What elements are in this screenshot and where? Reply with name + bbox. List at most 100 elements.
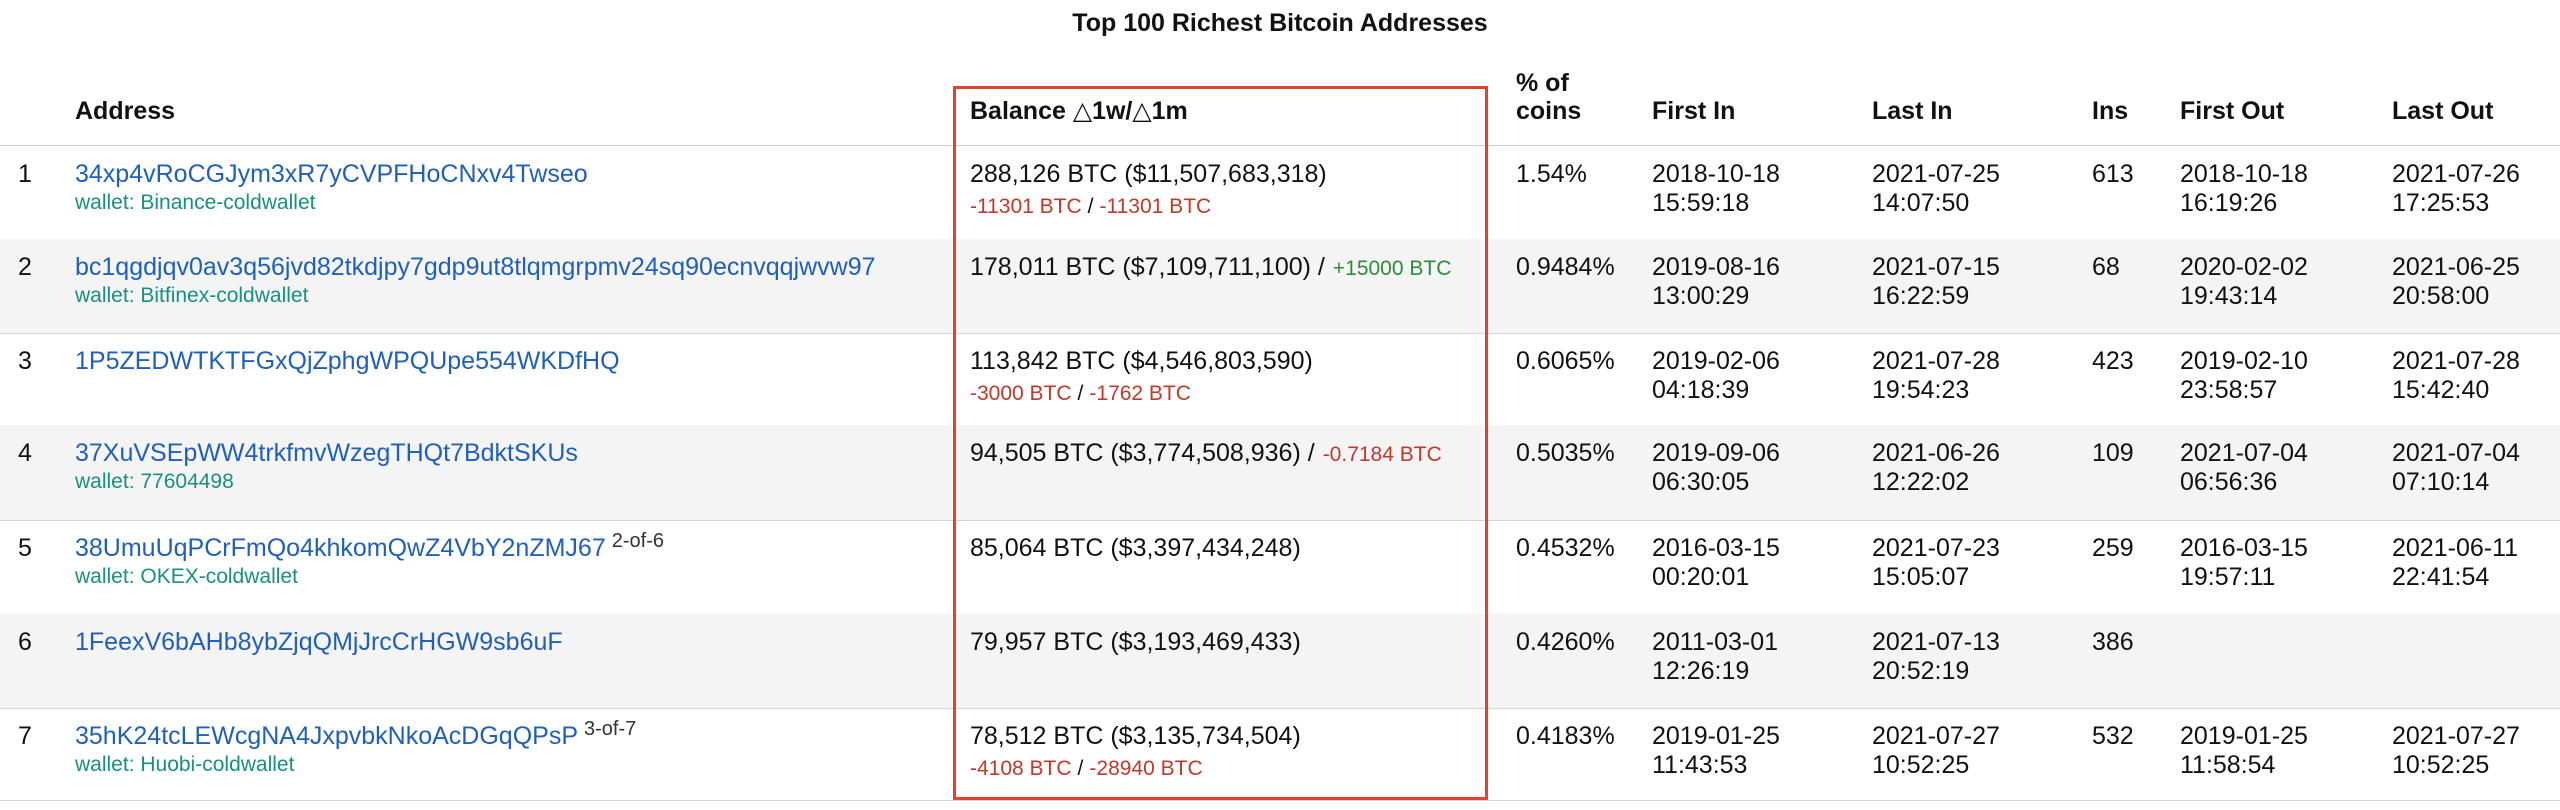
address-link[interactable]: 1P5ZEDWTKTFGxQjZphgWPQUpe554WKDfHQ <box>75 347 620 375</box>
first-out-date: 2019-02-10 <box>2180 347 2308 375</box>
balance-delta: -0.7184 BTC <box>1322 443 1442 466</box>
header-last-out: Last Out <box>2392 97 2494 125</box>
address-link[interactable]: 38UmuUqPCrFmQo4khkomQwZ4VbY2nZMJ67 <box>75 534 606 562</box>
first-in-time: 12:26:19 <box>1652 657 1750 685</box>
balance-deltas: -4108 BTC / -28940 BTC <box>970 752 1203 784</box>
multisig-label: 2-of-6 <box>611 530 664 552</box>
address-link[interactable]: 37XuVSEpWW4trkfmvWzegTHQt7BdktSKUs <box>75 439 578 467</box>
pct-of-coins: 0.4183% <box>1516 722 1615 750</box>
address-cell: 37XuVSEpWW4trkfmvWzegTHQt7BdktSKUs <box>75 438 578 469</box>
delta-week: -4108 BTC <box>970 757 1072 780</box>
wallet-link[interactable]: wallet: OKEX-coldwallet <box>75 565 298 588</box>
delta-separator: / <box>1087 195 1094 218</box>
balance-cell: 178,011 BTC ($7,109,711,100) / +15000 BTC <box>970 252 1451 284</box>
pct-of-coins: 1.54% <box>1516 160 1587 188</box>
ins-count: 109 <box>2092 439 2134 467</box>
row-rank: 3 <box>18 347 32 375</box>
last-out-time: 17:25:53 <box>2392 189 2490 217</box>
first-in-time: 06:30:05 <box>1652 468 1750 496</box>
balance-value: 288,126 BTC ($11,507,683,318) <box>970 160 1327 188</box>
last-out-time: 15:42:40 <box>2392 376 2490 404</box>
wallet-link[interactable]: wallet: Binance-coldwallet <box>75 191 316 214</box>
first-out-date: 2019-01-25 <box>2180 722 2308 750</box>
address-link[interactable]: bc1qgdjqv0av3q56jvd82tkdjpy7gdp9ut8tlqmg… <box>75 253 876 281</box>
delta-month: -1762 BTC <box>1089 382 1191 405</box>
last-in-date: 2021-07-23 <box>1872 534 2000 562</box>
address-link[interactable]: 35hK24tcLEWcgNA4JxpvbkNkoAcDGqQPsP <box>75 722 578 750</box>
balance-value: 113,842 BTC ($4,546,803,590) <box>970 347 1313 375</box>
table-row: 6 1FeexV6bAHb8ybZjqQMjJrcCrHGW9sb6uF 79,95… <box>0 614 2560 709</box>
header-ins: Ins <box>2092 97 2129 125</box>
table-row: 4 37XuVSEpWW4trkfmvWzegTHQt7BdktSKUs walle… <box>0 425 2560 521</box>
last-in-time: 20:52:19 <box>1872 657 1970 685</box>
delta-week: -11301 BTC <box>970 195 1082 218</box>
address-cell: 34xp4vRoCGJym3xR7yCVPFHoCNxv4Twseo <box>75 159 588 190</box>
page-title: Top 100 Richest Bitcoin Addresses <box>1072 9 1488 37</box>
address-cell: 1P5ZEDWTKTFGxQjZphgWPQUpe554WKDfHQ <box>75 346 620 377</box>
last-out-date: 2021-06-11 <box>2392 534 2519 562</box>
wallet-link[interactable]: wallet: 77604498 <box>75 470 234 493</box>
ins-count: 68 <box>2092 253 2120 281</box>
pct-of-coins: 0.6065% <box>1516 347 1615 375</box>
address-link[interactable]: 1FeexV6bAHb8ybZjqQMjJrcCrHGW9sb6uF <box>75 628 563 656</box>
ins-count: 532 <box>2092 722 2134 750</box>
wallet-link[interactable]: wallet: Huobi-coldwallet <box>75 753 295 776</box>
header-balance: Balance △1w/△1m <box>970 97 1188 125</box>
address-cell: 38UmuUqPCrFmQo4khkomQwZ4VbY2nZMJ67 2-of-6 <box>75 530 664 566</box>
balance-cell: 288,126 BTC ($11,507,683,318) <box>970 159 1327 190</box>
row-rank: 1 <box>18 160 32 188</box>
first-out-date: 2018-10-18 <box>2180 160 2308 188</box>
first-out-time: 19:57:11 <box>2180 563 2276 591</box>
row-rank: 4 <box>18 439 32 467</box>
address-link[interactable]: 34xp4vRoCGJym3xR7yCVPFHoCNxv4Twseo <box>75 160 588 188</box>
balance-value: 178,011 BTC ($7,109,711,100) / <box>970 253 1325 281</box>
first-in-time: 11:43:53 <box>1652 751 1748 779</box>
delta-separator: / <box>1077 757 1084 780</box>
table-row: 1 34xp4vRoCGJym3xR7yCVPFHoCNxv4Twseo walle… <box>0 146 2560 240</box>
first-in-time: 00:20:01 <box>1652 563 1750 591</box>
first-in-date: 2019-08-16 <box>1652 253 1780 281</box>
last-out-date: 2021-07-28 <box>2392 347 2520 375</box>
last-in-time: 15:05:07 <box>1872 563 1970 591</box>
delta-month: -11301 BTC <box>1099 195 1212 218</box>
last-out-time: 07:10:14 <box>2392 468 2490 496</box>
last-in-time: 10:52:25 <box>1872 751 1970 779</box>
balance-cell: 78,512 BTC ($3,135,734,504) <box>970 721 1301 752</box>
header-pct-line2: coins <box>1516 97 1582 125</box>
ins-count: 259 <box>2092 534 2134 562</box>
balance-cell: 113,842 BTC ($4,546,803,590) <box>970 346 1313 377</box>
first-in-time: 15:59:18 <box>1652 189 1750 217</box>
last-in-date: 2021-07-25 <box>1872 160 2000 188</box>
first-in-date: 2019-02-06 <box>1652 347 1780 375</box>
pct-of-coins: 0.4532% <box>1516 534 1615 562</box>
first-in-time: 13:00:29 <box>1652 282 1750 310</box>
table-row: 5 38UmuUqPCrFmQo4khkomQwZ4VbY2nZMJ67 2-of-… <box>0 520 2560 615</box>
row-rank: 2 <box>18 253 32 281</box>
header-address: Address <box>75 97 176 125</box>
first-out-time: 06:56:36 <box>2180 468 2278 496</box>
last-in-date: 2021-06-26 <box>1872 439 2000 467</box>
first-out-time: 23:58:57 <box>2180 376 2278 404</box>
balance-value: 94,505 BTC ($3,774,508,936) / <box>970 439 1315 467</box>
row-rank: 6 <box>18 628 32 656</box>
last-in-date: 2021-07-28 <box>1872 347 2000 375</box>
delta-month: -28940 BTC <box>1089 757 1203 780</box>
first-in-time: 04:18:39 <box>1652 376 1750 404</box>
row-rank: 5 <box>18 534 32 562</box>
header-first-out: First Out <box>2180 97 2285 125</box>
balance-cell: 79,957 BTC ($3,193,469,433) <box>970 627 1301 658</box>
ins-count: 613 <box>2092 160 2134 188</box>
multisig-label: 3-of-7 <box>584 718 637 740</box>
header-first-in: First In <box>1652 97 1736 125</box>
first-out-date: 2016-03-15 <box>2180 534 2308 562</box>
first-in-date: 2019-09-06 <box>1652 439 1780 467</box>
first-out-time: 16:19:26 <box>2180 189 2278 217</box>
wallet-link[interactable]: wallet: Bitfinex-coldwallet <box>75 284 309 307</box>
last-out-date: 2021-07-26 <box>2392 160 2520 188</box>
address-cell: bc1qgdjqv0av3q56jvd82tkdjpy7gdp9ut8tlqmg… <box>75 252 876 283</box>
ins-count: 423 <box>2092 347 2134 375</box>
table-header: Address Balance △1w/△1m % of coins First… <box>0 68 2560 146</box>
pct-of-coins: 0.9484% <box>1516 253 1615 281</box>
first-in-date: 2011-03-01 <box>1652 628 1779 656</box>
